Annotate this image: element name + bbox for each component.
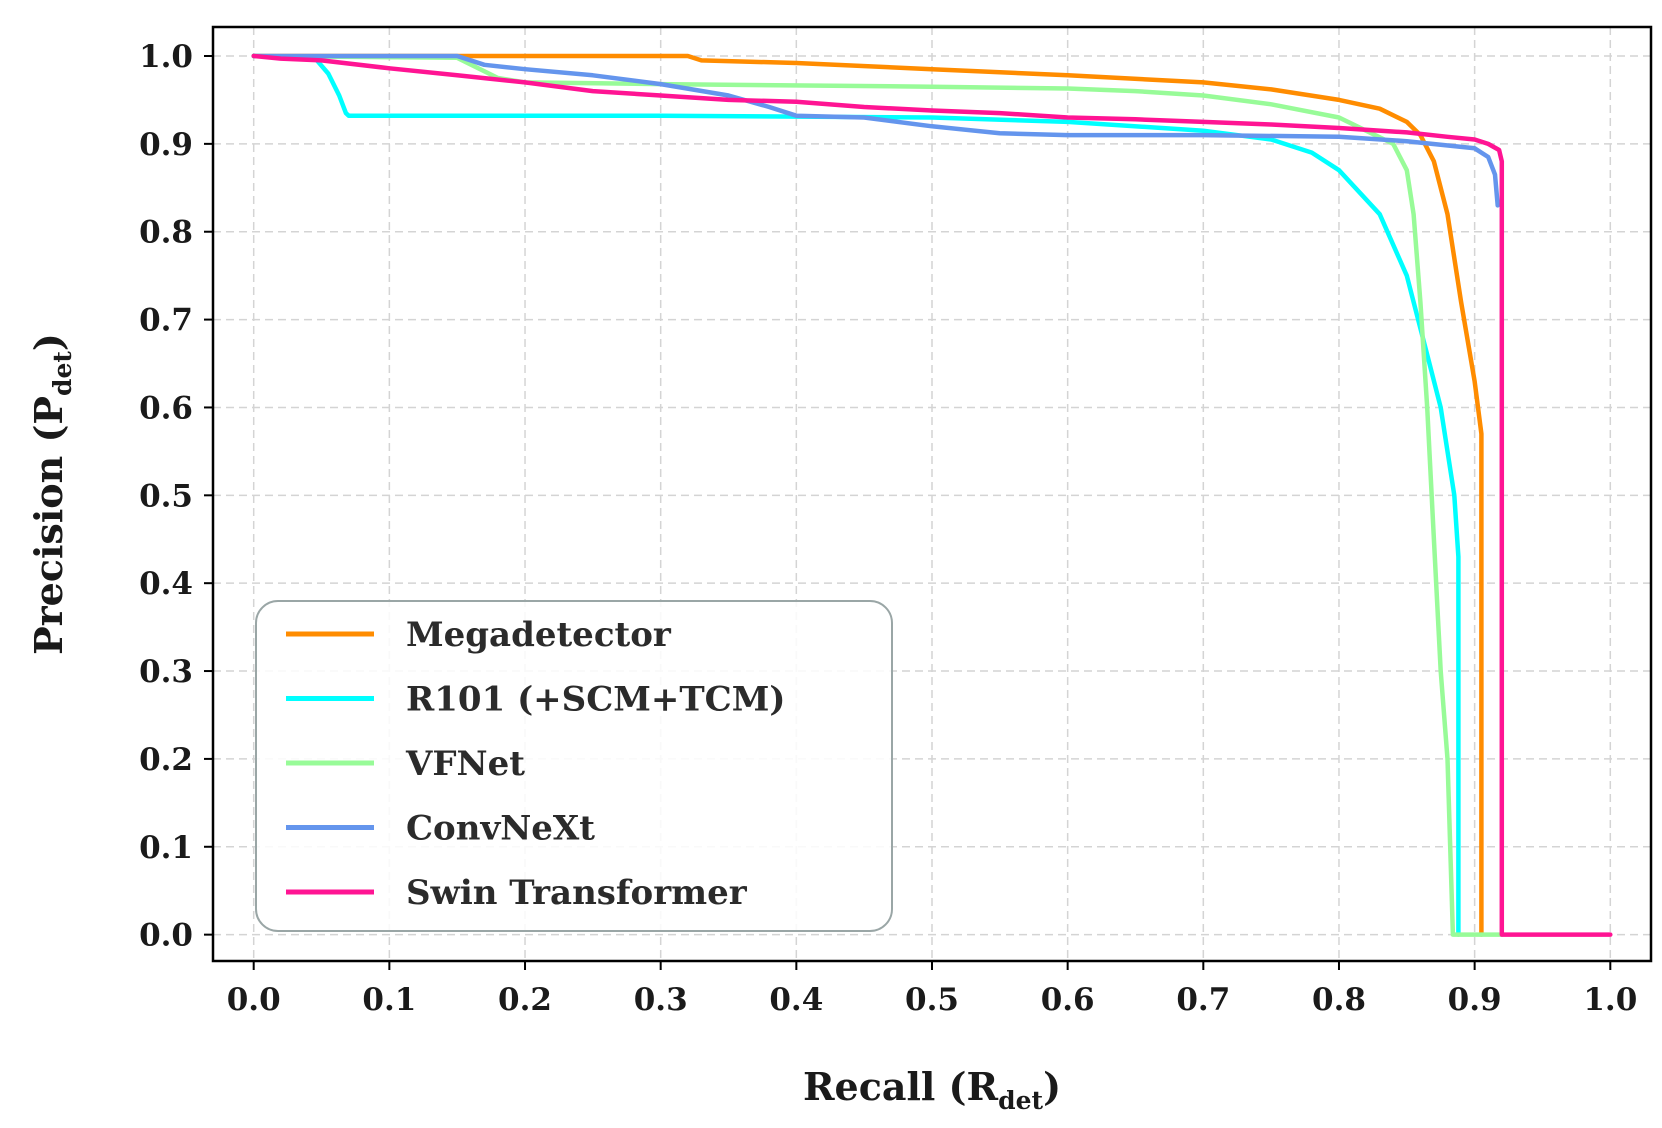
series-line-3 — [251, 53, 1500, 208]
x-tick-label: 0.7 — [1176, 982, 1230, 1018]
legend-label: VFNet — [405, 744, 525, 784]
x-tick-label: 0.6 — [1041, 982, 1095, 1018]
y-tick-label: 0.0 — [139, 918, 193, 954]
y-tick-label: 0.6 — [139, 390, 193, 426]
legend-label: R101 (+SCM+TCM) — [406, 680, 785, 720]
series-lines — [251, 53, 1613, 937]
legend-item: ConvNeXt — [286, 809, 595, 849]
y-tick-label: 0.3 — [139, 654, 193, 690]
legend-label: Swin Transformer — [406, 873, 748, 913]
y-tick-label: 0.7 — [139, 303, 193, 339]
y-tick-label: 1.0 — [139, 39, 193, 75]
y-tick-label: 0.9 — [139, 127, 193, 163]
x-tick-label: 0.1 — [362, 982, 416, 1018]
legend-item: VFNet — [286, 744, 525, 784]
y-tick-label: 0.8 — [139, 215, 193, 251]
x-axis-title: Recall (Rdet) — [803, 1064, 1061, 1115]
legend-item: Megadetector — [286, 615, 672, 655]
legend-label: ConvNeXt — [406, 809, 595, 849]
y-tick-label: 0.5 — [139, 478, 193, 514]
series-line-0 — [251, 53, 1484, 937]
axis-ticks: 0.0 0.1 0.2 0.3 0.4 0.5 0.6 0.7 0.8 0.9 1.0 0.0 0.1 0… — [139, 39, 1637, 1018]
series-line-4 — [251, 53, 1613, 937]
x-tick-label: 0.3 — [634, 982, 688, 1018]
x-tick-label: 0.9 — [1448, 982, 1502, 1018]
x-tick-label: 0.4 — [769, 982, 823, 1018]
y-tick-label: 0.1 — [139, 830, 193, 866]
x-tick-label: 0.0 — [227, 982, 281, 1018]
x-tick-label: 0.8 — [1312, 982, 1366, 1018]
legend-item: R101 (+SCM+TCM) — [286, 680, 785, 720]
x-tick-label: 0.5 — [905, 982, 959, 1018]
legend: Megadetector R101 (+SCM+TCM) VFNet ConvNeXt… — [255, 600, 893, 932]
y-axis-title: Precision (Pdet) — [26, 333, 77, 655]
x-tick-label: 0.2 — [498, 982, 552, 1018]
x-tick-label: 1.0 — [1583, 982, 1637, 1018]
legend-item: Swin Transformer — [286, 873, 748, 913]
legend-label: Megadetector — [406, 615, 672, 655]
legend-box — [255, 600, 893, 932]
y-tick-label: 0.4 — [139, 566, 193, 602]
y-tick-label: 0.2 — [139, 742, 193, 778]
